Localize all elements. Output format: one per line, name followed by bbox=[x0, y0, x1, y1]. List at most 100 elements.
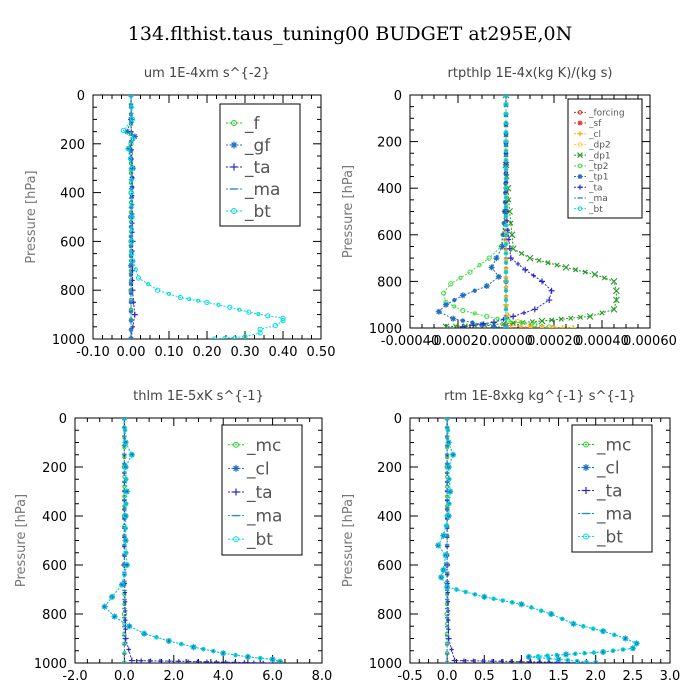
data-point bbox=[122, 608, 128, 614]
data-point bbox=[486, 255, 492, 261]
legend-entry-bt: _bt bbox=[244, 202, 271, 222]
data-point bbox=[122, 635, 129, 642]
data-point bbox=[124, 550, 129, 555]
data-point bbox=[122, 513, 129, 519]
data-point bbox=[251, 660, 257, 663]
data-point bbox=[630, 645, 636, 651]
x-tick-label: -0.00020 bbox=[429, 334, 487, 349]
data-point bbox=[591, 650, 596, 655]
data-point bbox=[128, 262, 134, 269]
data-point bbox=[280, 318, 286, 324]
data-point bbox=[536, 655, 541, 660]
data-point bbox=[503, 242, 509, 247]
chart-panel-4: rtm 1E-8xkg kg^{-1} s^{-1} -0.5 0.0 0.5 1.0 1… bbox=[341, 389, 680, 684]
y-tick-label: 1000 bbox=[52, 333, 85, 348]
data-point bbox=[591, 271, 599, 278]
data-point bbox=[501, 321, 507, 327]
data-point bbox=[481, 321, 486, 326]
chart-panels: um 1E-4xm s^{-2}-0.10 0.00 0.10 0.20 0.30 0.4… bbox=[14, 66, 680, 684]
data-point bbox=[518, 601, 525, 607]
data-point bbox=[503, 204, 509, 209]
series-group bbox=[435, 95, 620, 328]
data-point bbox=[503, 232, 509, 237]
data-point bbox=[549, 317, 555, 323]
data-point bbox=[538, 317, 546, 325]
data-point bbox=[560, 616, 565, 622]
data-point bbox=[620, 647, 626, 652]
x-tick-label: 2.0 bbox=[163, 669, 184, 684]
data-point bbox=[495, 273, 502, 280]
data-point bbox=[126, 647, 131, 652]
data-point bbox=[472, 592, 478, 597]
data-point bbox=[445, 599, 451, 604]
data-point bbox=[443, 523, 449, 528]
data-point bbox=[508, 659, 514, 663]
data-point bbox=[444, 584, 450, 590]
data-point bbox=[119, 582, 125, 588]
data-point bbox=[120, 127, 127, 133]
data-point bbox=[272, 322, 278, 329]
series-group bbox=[120, 95, 286, 339]
data-point bbox=[280, 315, 286, 321]
data-point bbox=[581, 624, 586, 629]
data-point bbox=[154, 635, 159, 640]
data-point bbox=[582, 651, 587, 656]
data-point bbox=[503, 260, 509, 265]
data-point bbox=[277, 659, 283, 663]
data-point bbox=[481, 594, 487, 600]
data-point bbox=[509, 600, 515, 605]
data-point bbox=[448, 281, 454, 287]
data-point bbox=[600, 649, 606, 655]
data-point bbox=[622, 635, 629, 642]
panel-title: um 1E-4xm s^{-2} bbox=[144, 66, 270, 81]
data-point bbox=[442, 323, 450, 328]
data-point bbox=[435, 308, 442, 315]
legend-entry-cl: _cl bbox=[596, 458, 620, 478]
data-point bbox=[484, 313, 490, 319]
data-point bbox=[242, 660, 247, 663]
data-point bbox=[500, 598, 505, 603]
data-point bbox=[261, 660, 266, 663]
data-point bbox=[126, 623, 133, 630]
data-point bbox=[488, 264, 495, 271]
data-point bbox=[148, 658, 153, 663]
legend-swatch-marker bbox=[233, 441, 239, 448]
data-point bbox=[499, 659, 504, 663]
data-point bbox=[503, 307, 509, 312]
data-point bbox=[548, 287, 555, 294]
x-tick-label: 0.50 bbox=[307, 345, 336, 360]
data-point bbox=[501, 220, 507, 226]
legend-entry-ta: _ta bbox=[596, 481, 623, 501]
data-point bbox=[123, 526, 128, 531]
data-point bbox=[447, 488, 453, 495]
data-point bbox=[591, 626, 596, 631]
legend-entry-bt: _bt bbox=[596, 527, 623, 547]
data-point bbox=[258, 656, 263, 661]
data-point bbox=[449, 647, 454, 652]
data-point bbox=[146, 282, 151, 287]
data-point bbox=[232, 335, 237, 339]
data-point bbox=[472, 592, 478, 597]
data-point bbox=[123, 439, 129, 446]
y-tick-label: 0 bbox=[59, 412, 67, 427]
data-point bbox=[111, 613, 118, 620]
data-point bbox=[555, 656, 562, 662]
chart-panel-3: thlm 1E-5xK s^{-1} -2.0 0.0 2.0 4.0 6.0 8.0 0 20… bbox=[14, 389, 332, 684]
data-point bbox=[452, 297, 457, 303]
data-point bbox=[503, 130, 509, 135]
panel-title: thlm 1E-5xK s^{-1} bbox=[133, 389, 264, 404]
data-point bbox=[269, 656, 276, 663]
data-point bbox=[633, 640, 640, 647]
data-point bbox=[131, 311, 138, 318]
y-tick-label: 400 bbox=[377, 182, 402, 197]
data-point bbox=[201, 646, 206, 652]
data-point bbox=[445, 602, 450, 607]
legend-swatch-marker bbox=[577, 174, 583, 180]
series-line-bt bbox=[103, 418, 281, 663]
series-line-dp2 bbox=[505, 95, 555, 328]
data-point bbox=[503, 270, 509, 275]
data-point bbox=[582, 269, 588, 275]
data-point bbox=[613, 296, 620, 304]
data-point bbox=[129, 238, 135, 244]
legend-entry-mc: _mc bbox=[246, 436, 281, 456]
